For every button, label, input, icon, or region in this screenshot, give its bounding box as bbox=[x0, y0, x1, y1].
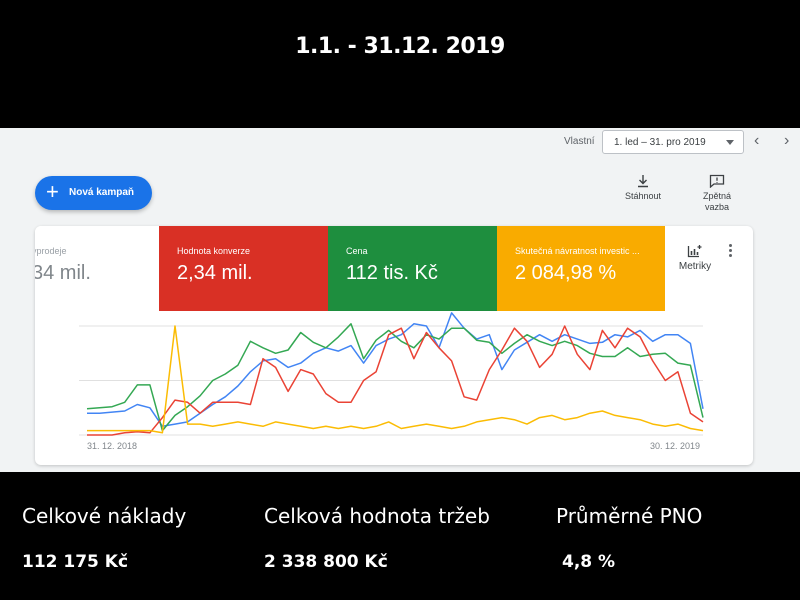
date-range-value: 1. led – 31. pro 2019 bbox=[614, 137, 706, 148]
metric-tile-label: Skutečná návratnost investic ... bbox=[515, 246, 640, 256]
stat-value-total-revenue: 2 338 800 Kč bbox=[264, 552, 388, 572]
metric-tile-label: Cena bbox=[346, 246, 368, 256]
metrics-label: Metriky bbox=[678, 261, 712, 272]
title-band: 1.1. - 31.12. 2019 bbox=[0, 0, 800, 128]
stat-value-average-pno: 4,8 % bbox=[562, 552, 616, 572]
metric-tile-conversion-value[interactable]: Hodnota konverze 2,34 mil. bbox=[159, 226, 328, 311]
feedback-label-2: vazba bbox=[704, 202, 730, 212]
feedback-button[interactable]: Zpětná vazba bbox=[690, 174, 744, 213]
more-vert-icon[interactable] bbox=[723, 244, 737, 259]
range-label: Vlastní bbox=[564, 136, 595, 147]
metric-tile-label: vprodeje bbox=[35, 246, 67, 256]
caret-down-icon bbox=[726, 140, 734, 145]
metric-tile-value: 2,34 mil. bbox=[177, 262, 253, 284]
chevron-left-icon[interactable]: ‹ bbox=[754, 132, 760, 149]
performance-card: vprodeje 34 mil. Hodnota konverze 2,34 m… bbox=[35, 226, 753, 465]
metrics-button[interactable]: Metriky bbox=[671, 244, 719, 272]
chart-grid bbox=[79, 325, 703, 436]
date-range-title: 1.1. - 31.12. 2019 bbox=[295, 34, 505, 59]
metric-tile-roas[interactable]: Skutečná návratnost investic ... 2 084,9… bbox=[497, 226, 665, 311]
chevron-right-icon[interactable]: › bbox=[784, 132, 790, 149]
feedback-label-1: Zpětná bbox=[702, 191, 732, 201]
series-line-3 bbox=[87, 325, 704, 434]
x-tick-start: 31. 12. 2018 bbox=[87, 441, 137, 451]
new-campaign-label: Nová kampaň bbox=[69, 187, 135, 198]
download-button[interactable]: Stáhnout bbox=[616, 174, 670, 202]
metric-tile-label: Hodnota konverze bbox=[177, 246, 251, 256]
stat-label-average-pno: Průměrné PNO bbox=[556, 504, 703, 528]
add-chart-icon bbox=[687, 245, 702, 258]
download-label: Stáhnout bbox=[624, 191, 662, 201]
date-range-dropdown[interactable]: 1. led – 31. pro 2019 bbox=[602, 130, 744, 154]
plus-icon: + bbox=[46, 179, 59, 204]
x-tick-end: 30. 12. 2019 bbox=[650, 441, 700, 451]
ads-screenshot: Vlastní 1. led – 31. pro 2019 ‹ › + Nová… bbox=[0, 128, 800, 472]
metric-tile-conversions-value[interactable]: vprodeje 34 mil. bbox=[35, 226, 159, 311]
feedback-icon bbox=[709, 174, 725, 188]
metric-tile-cost[interactable]: Cena 112 tis. Kč bbox=[328, 226, 497, 311]
metric-tile-value: 34 mil. bbox=[35, 262, 91, 284]
metric-tile-value: 112 tis. Kč bbox=[346, 262, 438, 284]
performance-chart: 31. 12. 2018 30. 12. 2019 bbox=[79, 312, 704, 451]
series-line-2 bbox=[87, 325, 704, 436]
download-icon bbox=[638, 175, 648, 188]
stat-label-total-cost: Celkové náklady bbox=[22, 504, 187, 528]
summary-stats: Celkové náklady 112 175 Kč Celková hodno… bbox=[0, 472, 800, 600]
series-line-0 bbox=[87, 312, 704, 428]
metric-tile-value: 2 084,98 % bbox=[515, 262, 617, 284]
stat-value-total-cost: 112 175 Kč bbox=[22, 552, 129, 572]
new-campaign-button[interactable]: + Nová kampaň bbox=[35, 176, 152, 210]
chart-series bbox=[86, 312, 704, 436]
stat-label-total-revenue: Celková hodnota tržeb bbox=[264, 504, 490, 528]
